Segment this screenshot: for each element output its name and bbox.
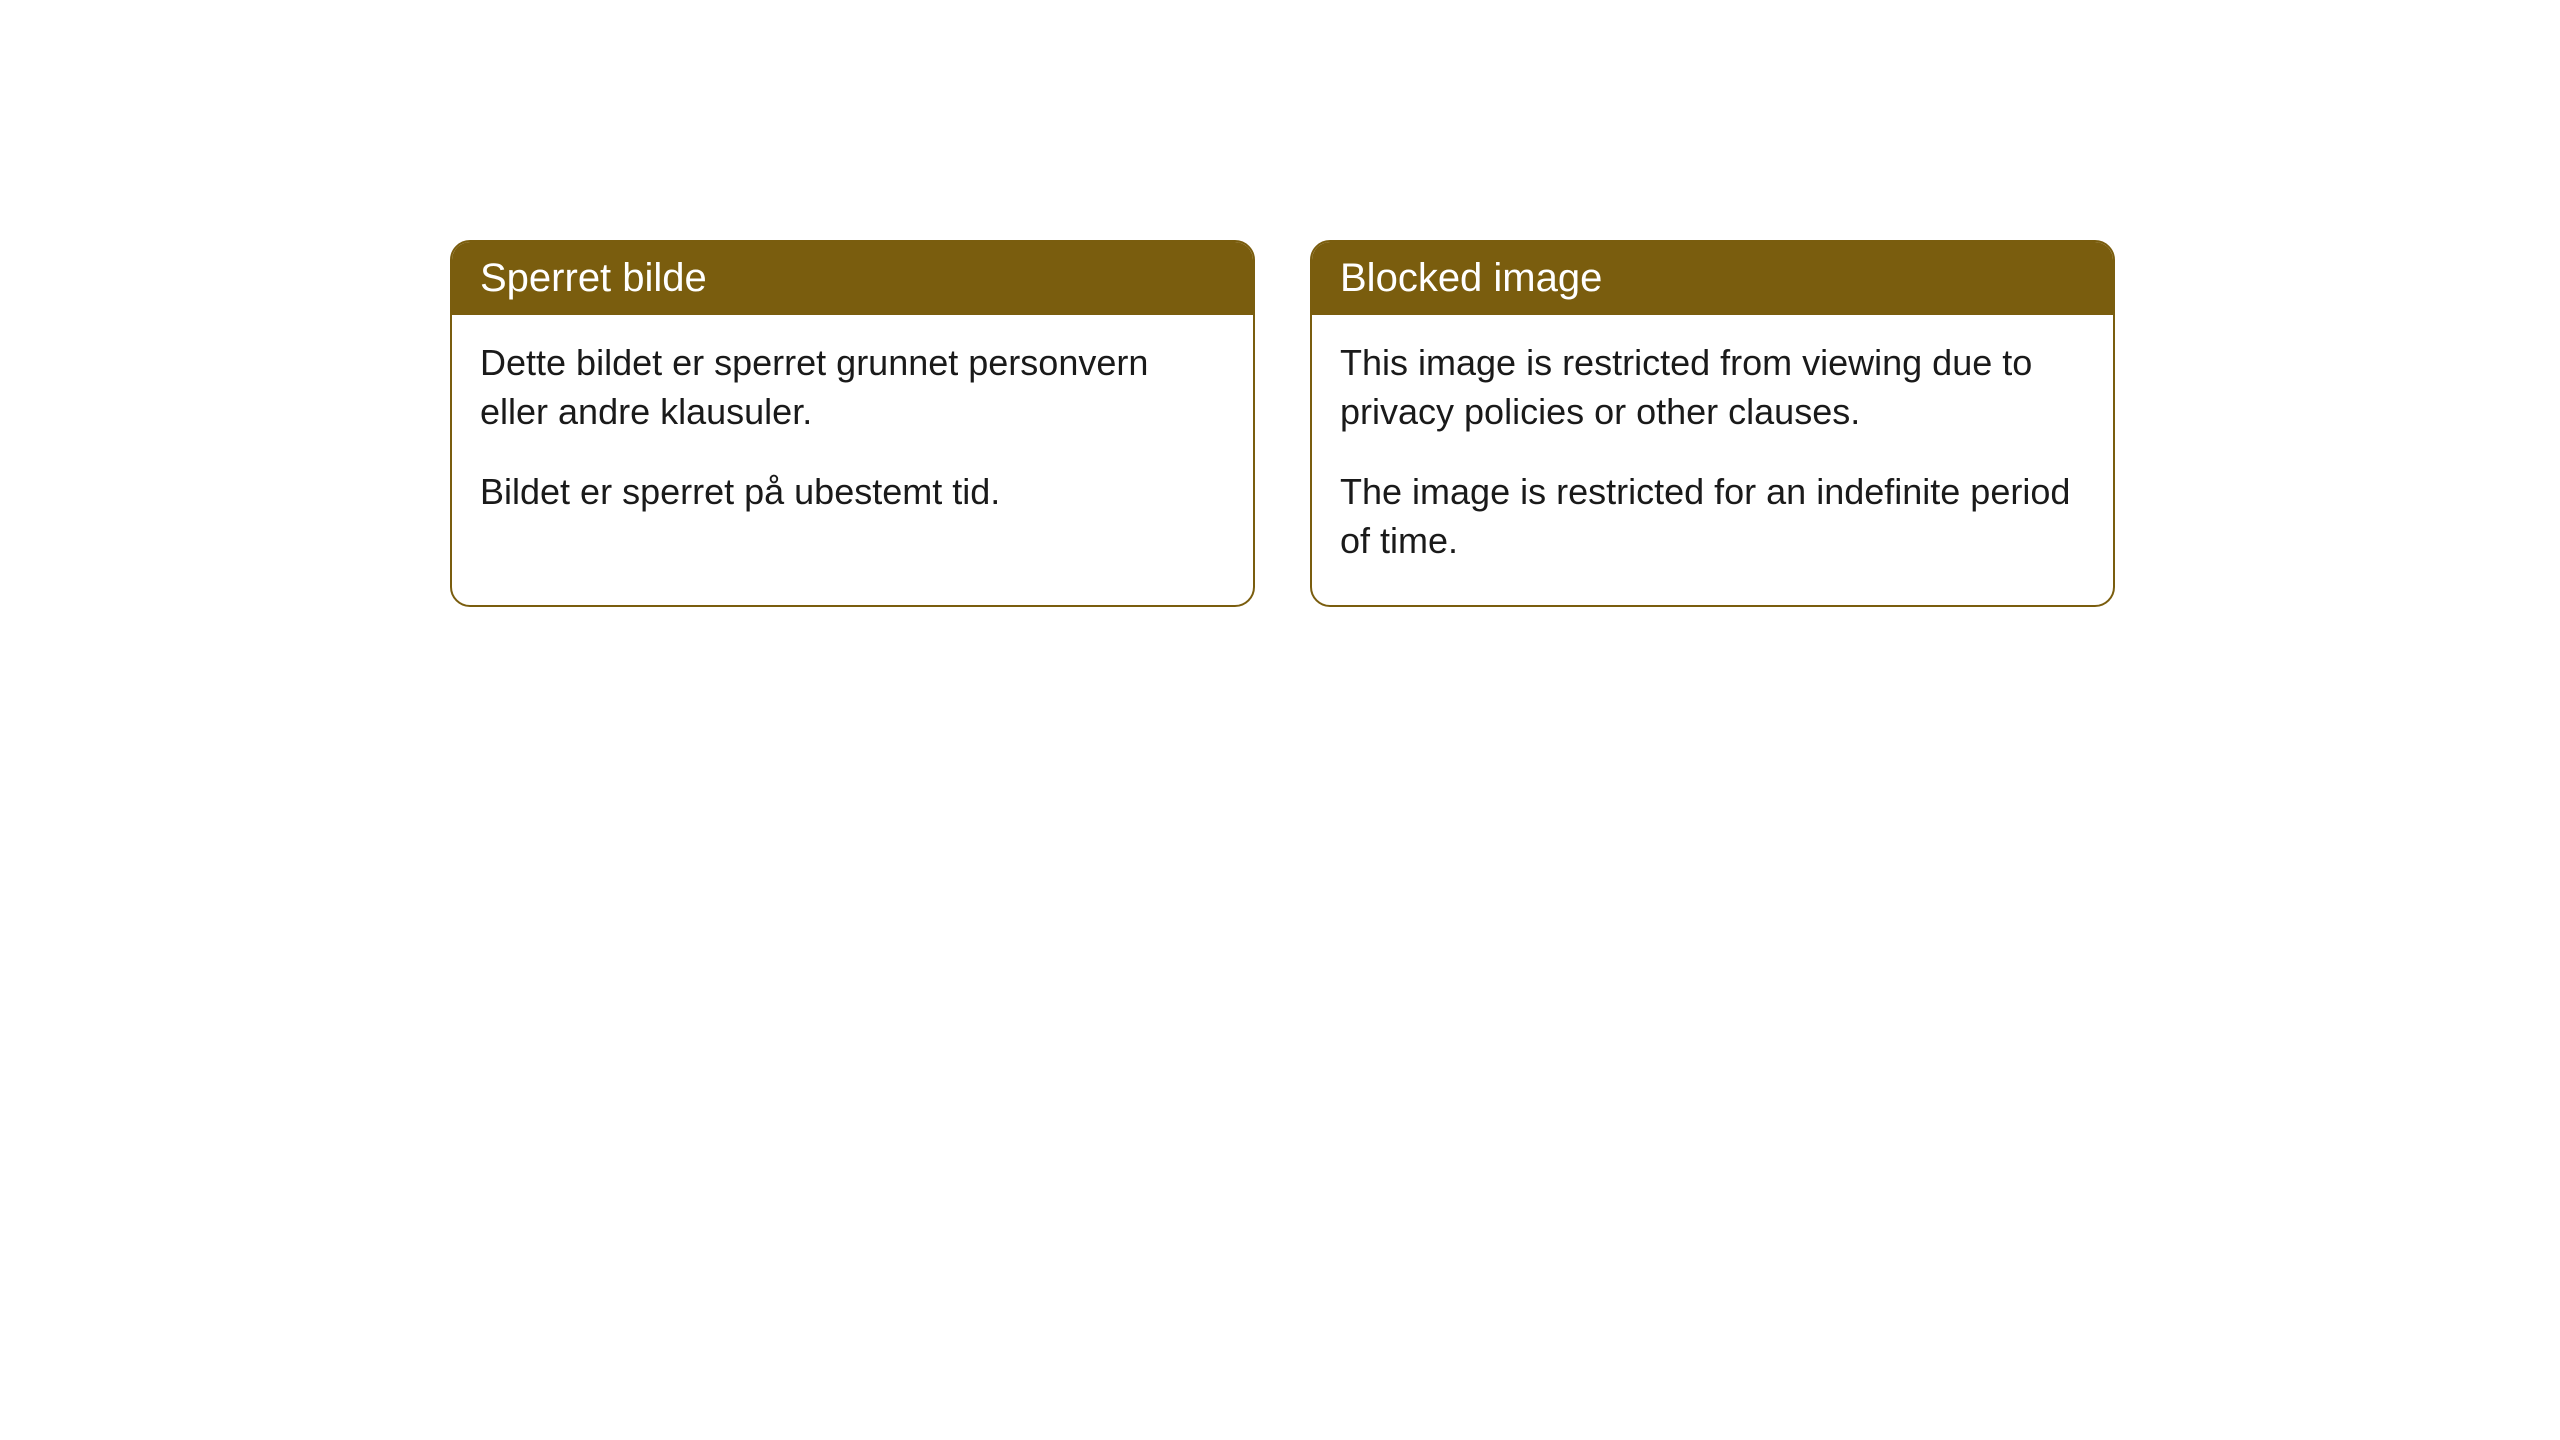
card-title-english: Blocked image	[1340, 256, 1602, 300]
card-text-norwegian-2: Bildet er sperret på ubestemt tid.	[480, 468, 1225, 517]
card-text-norwegian-1: Dette bildet er sperret grunnet personve…	[480, 339, 1225, 436]
card-english: Blocked image This image is restricted f…	[1310, 240, 2115, 607]
card-header-norwegian: Sperret bilde	[452, 242, 1253, 315]
card-norwegian: Sperret bilde Dette bildet er sperret gr…	[450, 240, 1255, 607]
card-body-norwegian: Dette bildet er sperret grunnet personve…	[452, 315, 1253, 557]
card-body-english: This image is restricted from viewing du…	[1312, 315, 2113, 605]
card-text-english-2: The image is restricted for an indefinit…	[1340, 468, 2085, 565]
card-header-english: Blocked image	[1312, 242, 2113, 315]
card-title-norwegian: Sperret bilde	[480, 256, 707, 300]
cards-container: Sperret bilde Dette bildet er sperret gr…	[450, 240, 2560, 607]
card-text-english-1: This image is restricted from viewing du…	[1340, 339, 2085, 436]
